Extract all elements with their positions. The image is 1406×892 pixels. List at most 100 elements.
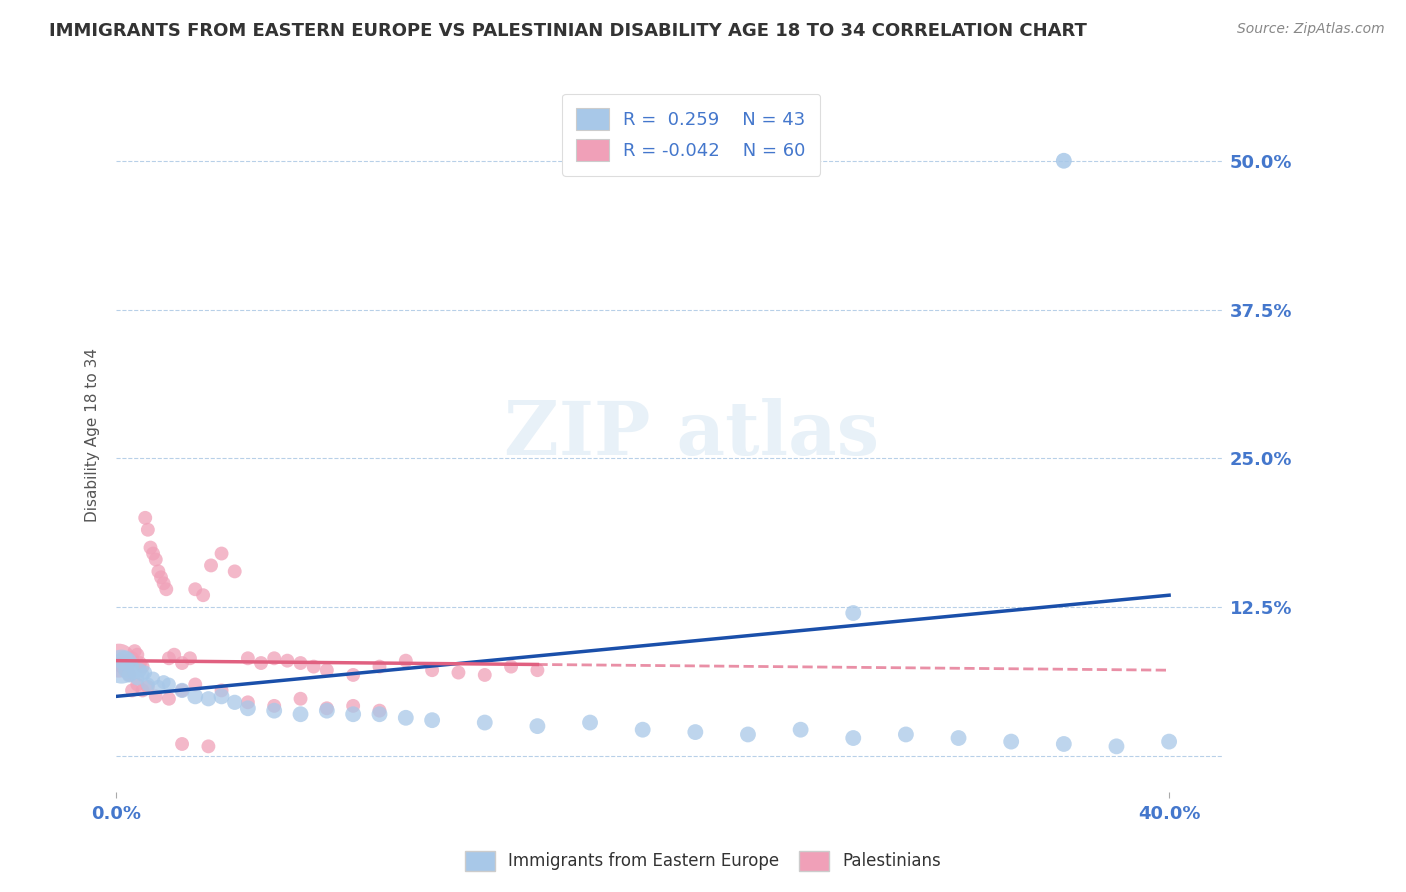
Point bbox=[150, 570, 173, 584]
Point bbox=[395, 654, 418, 668]
Point bbox=[152, 675, 174, 690]
Point bbox=[315, 701, 337, 715]
Point bbox=[236, 695, 259, 709]
Point bbox=[148, 680, 170, 694]
Point bbox=[170, 683, 193, 698]
Point bbox=[315, 663, 337, 677]
Point bbox=[447, 665, 470, 680]
Point bbox=[157, 677, 180, 691]
Point bbox=[112, 659, 135, 673]
Point bbox=[1000, 734, 1022, 748]
Point bbox=[184, 690, 207, 704]
Point bbox=[121, 683, 143, 698]
Point bbox=[170, 683, 193, 698]
Point bbox=[501, 659, 523, 673]
Point bbox=[342, 668, 364, 682]
Point bbox=[579, 715, 602, 730]
Point bbox=[121, 659, 143, 673]
Legend: R =  0.259    N = 43, R = -0.042    N = 60: R = 0.259 N = 43, R = -0.042 N = 60 bbox=[562, 94, 820, 176]
Point bbox=[250, 656, 273, 670]
Point bbox=[170, 737, 193, 751]
Point bbox=[118, 668, 141, 682]
Point bbox=[474, 715, 496, 730]
Point bbox=[152, 576, 174, 591]
Point bbox=[1159, 734, 1181, 748]
Point bbox=[342, 698, 364, 713]
Point bbox=[134, 511, 156, 525]
Point bbox=[112, 654, 135, 668]
Point bbox=[342, 707, 364, 722]
Point bbox=[263, 698, 285, 713]
Point bbox=[315, 704, 337, 718]
Point bbox=[236, 651, 259, 665]
Point bbox=[170, 656, 193, 670]
Point bbox=[139, 541, 162, 555]
Point bbox=[842, 606, 865, 620]
Point bbox=[134, 665, 156, 680]
Point bbox=[737, 727, 759, 741]
Point bbox=[145, 552, 167, 566]
Point bbox=[131, 683, 153, 698]
Point bbox=[948, 731, 970, 745]
Point bbox=[157, 651, 180, 665]
Point bbox=[155, 582, 177, 597]
Point bbox=[420, 663, 443, 677]
Point bbox=[142, 547, 165, 561]
Legend: Immigrants from Eastern Europe, Palestinians: Immigrants from Eastern Europe, Palestin… bbox=[457, 842, 949, 880]
Point bbox=[290, 691, 312, 706]
Point bbox=[236, 701, 259, 715]
Point bbox=[685, 725, 707, 739]
Point bbox=[136, 677, 159, 691]
Point bbox=[142, 672, 165, 686]
Point bbox=[127, 677, 149, 691]
Point bbox=[276, 654, 298, 668]
Point bbox=[184, 582, 207, 597]
Point bbox=[290, 656, 312, 670]
Point bbox=[110, 656, 132, 670]
Point bbox=[290, 707, 312, 722]
Point bbox=[136, 680, 159, 694]
Point bbox=[163, 648, 186, 662]
Point bbox=[1105, 739, 1128, 754]
Point bbox=[224, 695, 246, 709]
Point bbox=[1053, 737, 1076, 751]
Point bbox=[110, 659, 132, 673]
Point bbox=[121, 651, 143, 665]
Point bbox=[157, 691, 180, 706]
Text: ZIP atlas: ZIP atlas bbox=[503, 398, 879, 471]
Point bbox=[789, 723, 811, 737]
Point bbox=[129, 663, 152, 677]
Point bbox=[179, 651, 201, 665]
Point bbox=[127, 648, 149, 662]
Point bbox=[148, 565, 170, 579]
Point bbox=[184, 677, 207, 691]
Point bbox=[474, 668, 496, 682]
Point bbox=[395, 711, 418, 725]
Point bbox=[1053, 153, 1076, 168]
Point bbox=[420, 713, 443, 727]
Y-axis label: Disability Age 18 to 34: Disability Age 18 to 34 bbox=[86, 348, 100, 522]
Point bbox=[894, 727, 917, 741]
Point bbox=[526, 663, 548, 677]
Point bbox=[191, 588, 214, 602]
Point bbox=[302, 659, 325, 673]
Point bbox=[127, 672, 149, 686]
Text: IMMIGRANTS FROM EASTERN EUROPE VS PALESTINIAN DISABILITY AGE 18 TO 34 CORRELATIO: IMMIGRANTS FROM EASTERN EUROPE VS PALEST… bbox=[49, 22, 1087, 40]
Point bbox=[131, 659, 153, 673]
Point bbox=[118, 668, 141, 682]
Point bbox=[197, 739, 219, 754]
Point bbox=[211, 683, 233, 698]
Point bbox=[368, 704, 391, 718]
Point bbox=[124, 665, 146, 680]
Point bbox=[263, 704, 285, 718]
Point bbox=[129, 656, 152, 670]
Point bbox=[211, 690, 233, 704]
Point bbox=[263, 651, 285, 665]
Point bbox=[211, 547, 233, 561]
Point bbox=[224, 565, 246, 579]
Point bbox=[631, 723, 654, 737]
Point bbox=[368, 707, 391, 722]
Point bbox=[136, 523, 159, 537]
Point bbox=[368, 659, 391, 673]
Point bbox=[842, 731, 865, 745]
